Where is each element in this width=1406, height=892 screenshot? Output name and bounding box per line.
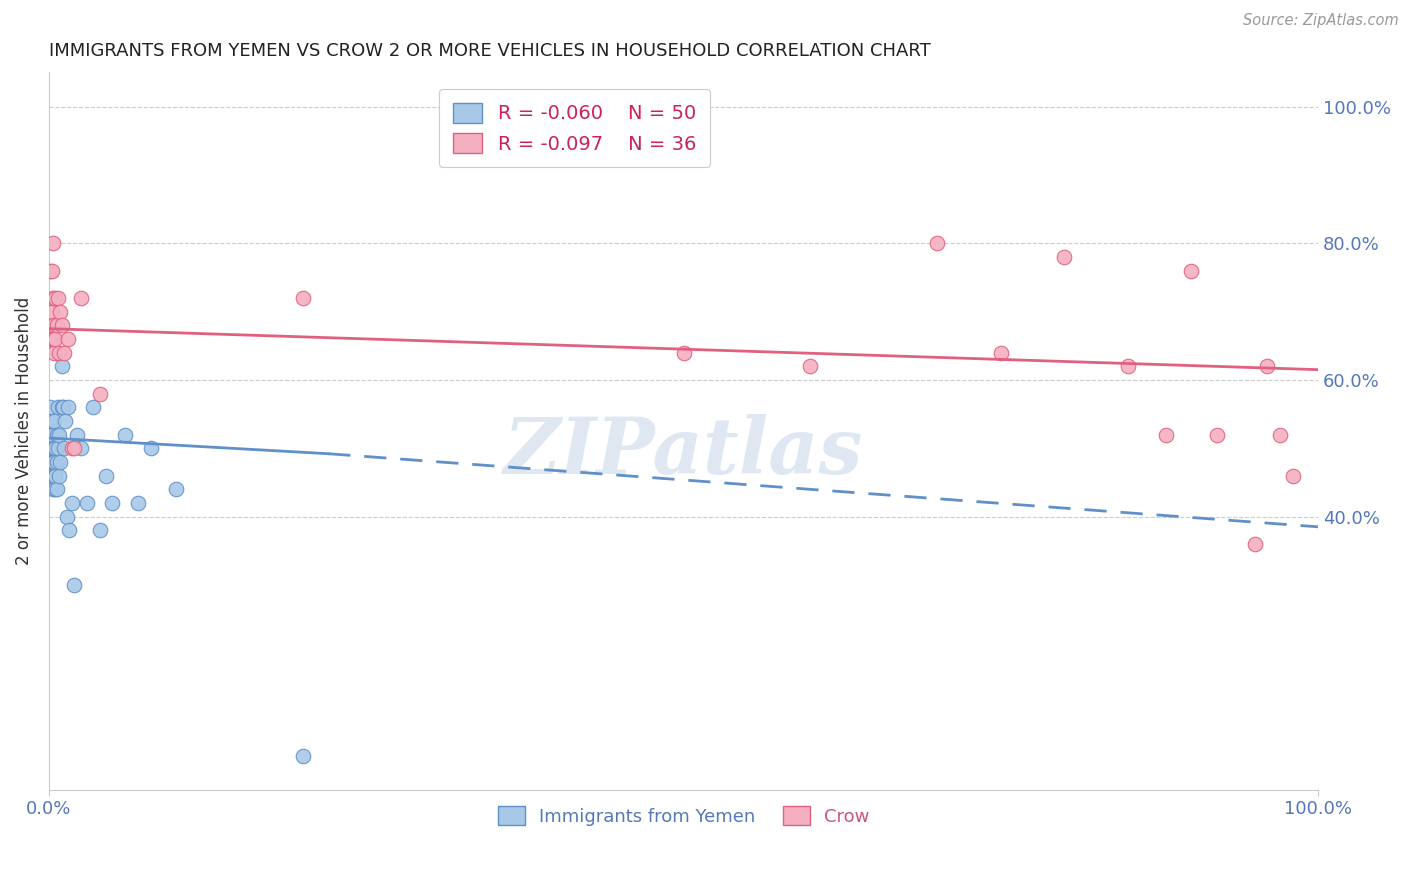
Point (41, 427, 63, 442)
Point (48, 468, 70, 483)
Point (1268, 427, 1291, 442)
Point (42, 482, 65, 496)
Point (44, 332, 66, 346)
Point (46, 291, 69, 305)
Point (39, 401, 62, 415)
Point (1116, 359, 1139, 374)
Point (45, 318, 67, 333)
Point (44, 291, 66, 305)
Point (49, 455, 72, 469)
Point (60, 496, 83, 510)
Point (42, 345, 65, 359)
Point (41, 468, 63, 483)
Point (990, 345, 1012, 359)
Point (53, 345, 76, 359)
Point (58, 523, 80, 537)
Point (51, 359, 73, 374)
Point (82, 401, 104, 415)
Point (42, 236, 65, 251)
Point (41, 332, 63, 346)
Point (42, 318, 65, 333)
Point (1243, 537, 1265, 551)
Legend: Immigrants from Yemen, Crow: Immigrants from Yemen, Crow (489, 797, 879, 835)
Point (52, 401, 75, 415)
Point (42, 442, 65, 456)
Point (41, 455, 63, 469)
Text: ZIPatlas: ZIPatlas (503, 415, 863, 491)
Point (45, 455, 67, 469)
Point (46, 442, 69, 456)
Point (291, 748, 314, 763)
Point (48, 427, 70, 442)
Point (42, 468, 65, 483)
Point (63, 442, 86, 456)
Point (66, 427, 89, 442)
Point (1256, 359, 1278, 374)
Point (1281, 468, 1303, 483)
Point (55, 509, 77, 524)
Point (42, 455, 65, 469)
Point (927, 236, 949, 251)
Point (1053, 250, 1076, 264)
Point (291, 291, 314, 305)
Point (42, 291, 65, 305)
Point (42, 427, 65, 442)
Point (39, 455, 62, 469)
Point (56, 332, 79, 346)
Point (672, 345, 695, 359)
Point (44, 442, 66, 456)
Point (799, 359, 821, 374)
Point (39, 318, 62, 333)
Point (44, 468, 66, 483)
Point (45, 427, 67, 442)
Point (1180, 263, 1202, 277)
Point (49, 304, 72, 318)
Point (44, 482, 66, 496)
Point (69, 291, 91, 305)
Point (41, 263, 63, 277)
Point (89, 386, 111, 401)
Point (89, 523, 111, 537)
Point (53, 442, 76, 456)
Point (69, 442, 91, 456)
Point (42, 414, 65, 428)
Point (1154, 427, 1177, 442)
Y-axis label: 2 or more Vehicles in Household: 2 or more Vehicles in Household (15, 297, 32, 566)
Point (39, 414, 62, 428)
Point (76, 496, 98, 510)
Point (39, 263, 62, 277)
Point (127, 496, 149, 510)
Point (42, 442, 65, 456)
Point (41, 442, 63, 456)
Point (39, 427, 62, 442)
Text: Source: ZipAtlas.com: Source: ZipAtlas.com (1243, 13, 1399, 29)
Point (56, 401, 79, 415)
Point (139, 442, 162, 456)
Point (55, 414, 77, 428)
Point (51, 318, 73, 333)
Point (45, 482, 67, 496)
Point (42, 332, 65, 346)
Point (63, 578, 86, 592)
Text: IMMIGRANTS FROM YEMEN VS CROW 2 OR MORE VEHICLES IN HOUSEHOLD CORRELATION CHART: IMMIGRANTS FROM YEMEN VS CROW 2 OR MORE … (49, 42, 931, 60)
Point (51, 401, 73, 415)
Point (1205, 427, 1227, 442)
Point (41, 304, 63, 318)
Point (42, 455, 65, 469)
Point (60, 442, 83, 456)
Point (48, 345, 70, 359)
Point (94, 468, 117, 483)
Point (114, 427, 136, 442)
Point (165, 482, 187, 496)
Point (101, 496, 124, 510)
Point (46, 401, 69, 415)
